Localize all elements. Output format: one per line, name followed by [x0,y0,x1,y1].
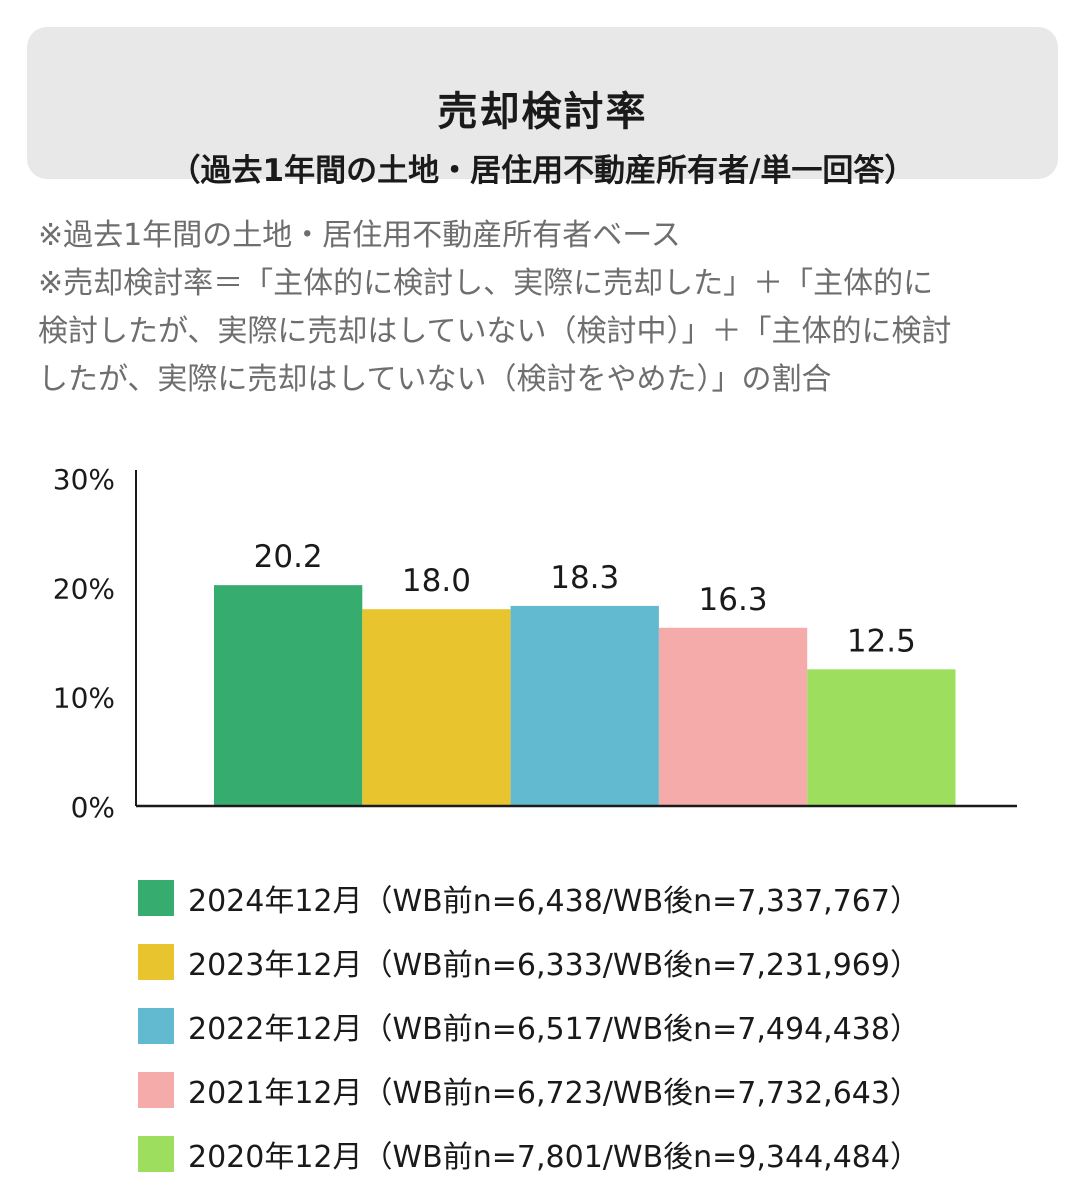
legend-label: 2024年12月（WB前n=6,438/WB後n=7,337,767） [188,884,920,919]
chart-title-box: 売却検討率 （過去1年間の土地・居住用不動産所有者/単一回答） [27,27,1058,189]
y-tick-label: 10% [53,682,115,715]
bar [510,605,659,806]
legend-label: 2021年12月（WB前n=6,723/WB後n=7,732,643） [188,1076,920,1111]
legend-swatch [138,944,174,980]
note-line: ※売却検討率＝「主体的に検討し、実際に売却した」＋「主体的に [38,266,934,301]
data-label: 18.0 [402,563,471,599]
data-label: 18.3 [550,560,619,596]
bar [807,669,956,806]
data-label: 20.2 [254,539,323,575]
legend-label: 2022年12月（WB前n=6,517/WB後n=7,494,438） [188,1012,920,1047]
note-line: したが、実際に売却はしていない（検討をやめた）」の割合 [38,362,832,397]
legend-item: 2021年12月（WB前n=6,723/WB後n=7,732,643） [138,1058,920,1122]
legend-swatch [138,880,174,916]
note-line: 検討したが、実際に売却はしていない（検討中）」＋「主体的に検討 [38,314,952,349]
legend-item: 2024年12月（WB前n=6,438/WB後n=7,337,767） [138,866,920,930]
notes: ※過去1年間の土地・居住用不動産所有者ベース ※売却検討率＝「主体的に検討し、実… [38,212,1048,404]
legend: 2024年12月（WB前n=6,438/WB後n=7,337,767） 2023年… [138,866,920,1186]
legend-label: 2023年12月（WB前n=6,333/WB後n=7,231,969） [188,948,920,983]
y-tick-label: 20% [53,572,115,605]
legend-swatch [138,1136,174,1172]
legend-swatch [138,1008,174,1044]
legend-item: 2022年12月（WB前n=6,517/WB後n=7,494,438） [138,994,920,1058]
bar [362,609,511,806]
bar [214,585,363,806]
chart-title: 売却検討率 [437,89,648,135]
data-label: 12.5 [847,623,916,659]
legend-item: 2020年12月（WB前n=7,801/WB後n=9,344,484） [138,1122,920,1186]
y-tick-label: 0% [71,791,115,824]
bar-chart: 20.2 18.0 18.3 16.3 12.5 0% 10% 20% 30% [53,463,1017,824]
chart-subtitle: （過去1年間の土地・居住用不動産所有者/単一回答） [169,153,916,189]
legend-item: 2023年12月（WB前n=6,333/WB後n=7,231,969） [138,930,920,994]
data-label: 16.3 [699,582,768,618]
legend-swatch [138,1072,174,1108]
bar [658,627,808,806]
legend-label: 2020年12月（WB前n=7,801/WB後n=9,344,484） [188,1140,920,1175]
y-tick-label: 30% [53,463,115,496]
note-line: ※過去1年間の土地・居住用不動産所有者ベース [38,218,681,253]
